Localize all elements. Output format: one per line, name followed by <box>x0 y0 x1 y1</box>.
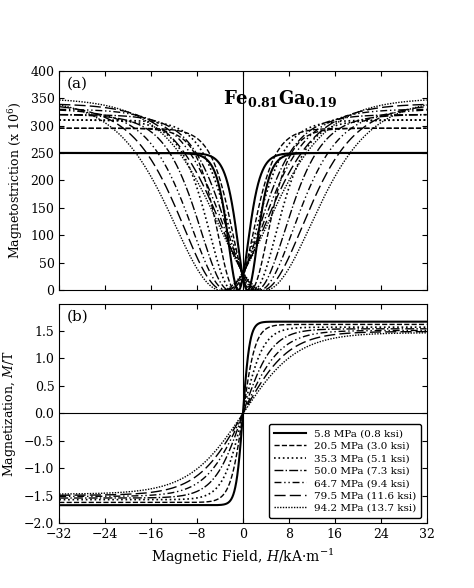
Line: 79.5 MPa (11.6 ksi): 79.5 MPa (11.6 ksi) <box>59 332 427 495</box>
Line: 20.5 MPa (3.0 ksi): 20.5 MPa (3.0 ksi) <box>59 325 427 502</box>
79.5 MPa (11.6 ksi) <box>424 328 429 335</box>
50.0 MPa (7.3 ksi) <box>56 495 62 502</box>
94.2 MPa (13.7 ksi) <box>98 490 104 497</box>
94.2 MPa (13.7 ksi) <box>424 329 429 336</box>
35.3 MPa (5.1 ksi) <box>98 496 104 503</box>
Text: (a): (a) <box>66 77 88 91</box>
94.2 MPa (13.7 ksi) <box>56 490 62 497</box>
20.5 MPa (3.0 ksi) <box>377 321 383 328</box>
Line: 50.0 MPa (7.3 ksi): 50.0 MPa (7.3 ksi) <box>59 329 427 498</box>
35.3 MPa (5.1 ksi) <box>424 323 429 330</box>
50.0 MPa (7.3 ksi) <box>98 495 104 502</box>
20.5 MPa (3.0 ksi) <box>417 321 422 328</box>
Line: 5.8 MPa (0.8 ksi): 5.8 MPa (0.8 ksi) <box>59 322 427 505</box>
20.5 MPa (3.0 ksi) <box>197 499 203 506</box>
35.3 MPa (5.1 ksi) <box>377 323 383 330</box>
79.5 MPa (11.6 ksi) <box>197 470 203 477</box>
64.7 MPa (9.4 ksi) <box>417 327 422 334</box>
5.8 MPa (0.8 ksi) <box>377 318 383 325</box>
79.5 MPa (11.6 ksi) <box>213 453 219 460</box>
Text: $\bf{Fe_{0.81}Ga_{0.19}}$: $\bf{Fe_{0.81}Ga_{0.19}}$ <box>223 88 337 109</box>
5.8 MPa (0.8 ksi) <box>98 502 104 509</box>
Y-axis label: Magnetization, $M$/T: Magnetization, $M$/T <box>1 350 18 477</box>
35.3 MPa (5.1 ksi) <box>197 494 203 501</box>
79.5 MPa (11.6 ksi) <box>56 492 62 499</box>
50.0 MPa (7.3 ksi) <box>120 495 126 502</box>
64.7 MPa (9.4 ksi) <box>120 493 126 500</box>
64.7 MPa (9.4 ksi) <box>98 493 104 500</box>
50.0 MPa (7.3 ksi) <box>377 325 383 332</box>
79.5 MPa (11.6 ksi) <box>98 492 104 499</box>
50.0 MPa (7.3 ksi) <box>424 325 429 332</box>
50.0 MPa (7.3 ksi) <box>417 325 422 332</box>
64.7 MPa (9.4 ksi) <box>424 327 429 334</box>
Legend: 5.8 MPa (0.8 ksi), 20.5 MPa (3.0 ksi), 35.3 MPa (5.1 ksi), 50.0 MPa (7.3 ksi), 6: 5.8 MPa (0.8 ksi), 20.5 MPa (3.0 ksi), 3… <box>269 424 421 518</box>
Line: 94.2 MPa (13.7 ksi): 94.2 MPa (13.7 ksi) <box>59 333 427 494</box>
35.3 MPa (5.1 ksi) <box>120 496 126 503</box>
20.5 MPa (3.0 ksi) <box>56 499 62 506</box>
94.2 MPa (13.7 ksi) <box>213 447 219 454</box>
Line: 35.3 MPa (5.1 ksi): 35.3 MPa (5.1 ksi) <box>59 327 427 500</box>
64.7 MPa (9.4 ksi) <box>197 477 203 485</box>
50.0 MPa (7.3 ksi) <box>213 472 219 479</box>
Y-axis label: Magnetostriction (x 10$^6$): Magnetostriction (x 10$^6$) <box>6 102 25 259</box>
5.8 MPa (0.8 ksi) <box>56 502 62 509</box>
79.5 MPa (11.6 ksi) <box>120 491 126 498</box>
50.0 MPa (7.3 ksi) <box>197 486 203 493</box>
64.7 MPa (9.4 ksi) <box>213 461 219 468</box>
35.3 MPa (5.1 ksi) <box>56 496 62 503</box>
94.2 MPa (13.7 ksi) <box>197 463 203 470</box>
5.8 MPa (0.8 ksi) <box>213 502 219 509</box>
Line: 64.7 MPa (9.4 ksi): 64.7 MPa (9.4 ksi) <box>59 330 427 496</box>
35.3 MPa (5.1 ksi) <box>213 485 219 492</box>
Text: (b): (b) <box>66 310 88 324</box>
94.2 MPa (13.7 ksi) <box>120 489 126 496</box>
20.5 MPa (3.0 ksi) <box>120 499 126 506</box>
5.8 MPa (0.8 ksi) <box>371 318 377 325</box>
79.5 MPa (11.6 ksi) <box>377 329 383 336</box>
20.5 MPa (3.0 ksi) <box>98 499 104 506</box>
5.8 MPa (0.8 ksi) <box>424 318 429 325</box>
5.8 MPa (0.8 ksi) <box>197 502 203 509</box>
94.2 MPa (13.7 ksi) <box>377 330 383 338</box>
X-axis label: Magnetic Field, $H$/kA·m$^{-1}$: Magnetic Field, $H$/kA·m$^{-1}$ <box>151 547 335 567</box>
35.3 MPa (5.1 ksi) <box>417 323 422 330</box>
79.5 MPa (11.6 ksi) <box>417 328 422 335</box>
5.8 MPa (0.8 ksi) <box>417 318 422 325</box>
64.7 MPa (9.4 ksi) <box>56 493 62 500</box>
64.7 MPa (9.4 ksi) <box>377 327 383 334</box>
20.5 MPa (3.0 ksi) <box>424 321 429 328</box>
20.5 MPa (3.0 ksi) <box>213 496 219 503</box>
5.8 MPa (0.8 ksi) <box>120 502 126 509</box>
94.2 MPa (13.7 ksi) <box>417 329 422 336</box>
